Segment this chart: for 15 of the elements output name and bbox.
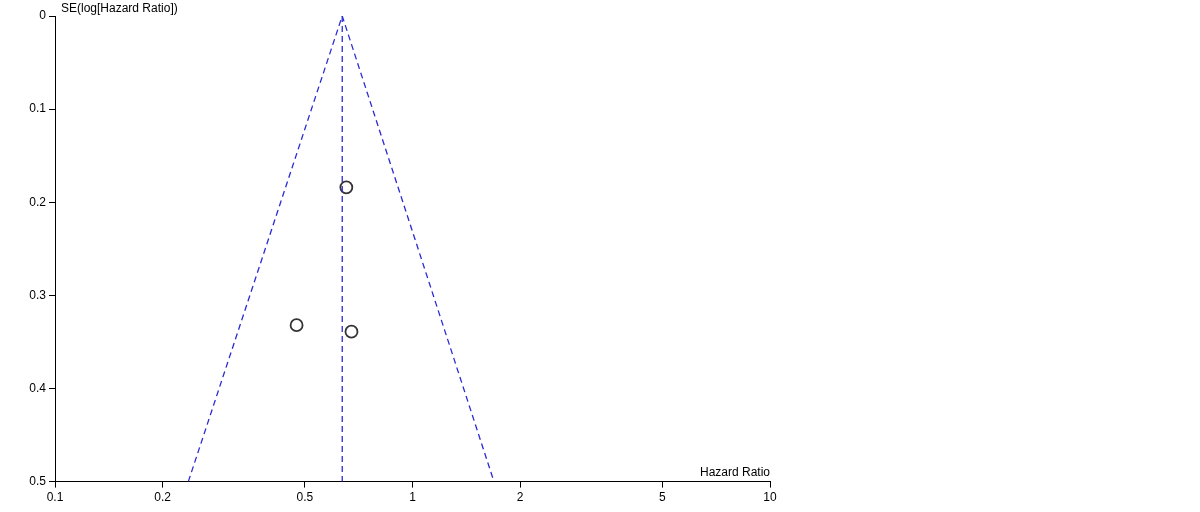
x-axis-title: Hazard Ratio bbox=[699, 464, 771, 479]
x-tick-label: 5 bbox=[659, 490, 667, 505]
y-axis-title: SE(log[Hazard Ratio]) bbox=[61, 1, 178, 16]
x-tick-label: 0.2 bbox=[154, 490, 172, 505]
y-tick-label: 0 bbox=[39, 8, 47, 23]
x-tick-label: 10 bbox=[763, 490, 777, 505]
y-tick-label: 0.5 bbox=[29, 473, 47, 488]
y-tick-label: 0.2 bbox=[29, 194, 47, 209]
y-tick-label: 0.4 bbox=[29, 380, 47, 395]
y-tick-label: 0.3 bbox=[29, 287, 47, 302]
x-tick-label: 0.1 bbox=[46, 490, 64, 505]
x-tick-label: 1 bbox=[409, 490, 417, 505]
y-tick-label: 0.1 bbox=[29, 101, 47, 116]
x-tick-label: 0.5 bbox=[296, 490, 314, 505]
x-tick-label: 2 bbox=[516, 490, 524, 505]
